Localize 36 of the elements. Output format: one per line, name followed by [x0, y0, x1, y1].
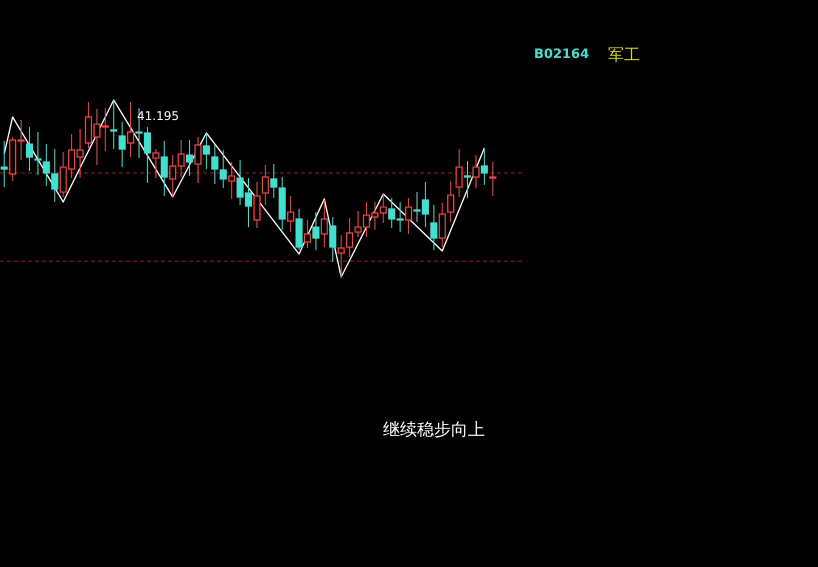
candlestick — [456, 148, 463, 198]
candlestick — [329, 216, 336, 262]
candlestick — [110, 100, 118, 150]
candlestick — [320, 200, 328, 248]
candlestick — [228, 161, 236, 200]
candlestick — [127, 101, 134, 158]
candlestick — [0, 140, 8, 188]
candlestick — [202, 132, 210, 170]
text: B02164 — [534, 47, 590, 62]
candlestick — [472, 154, 480, 188]
candlestick — [152, 148, 160, 179]
candlestick — [118, 121, 126, 168]
candlestick — [160, 140, 168, 196]
candlestick — [270, 164, 278, 199]
candlestick — [42, 144, 50, 187]
candlestick — [447, 180, 454, 222]
candlestick — [186, 140, 194, 176]
candlestick — [464, 160, 472, 199]
candlestick — [430, 204, 438, 250]
candlestick — [34, 132, 42, 176]
candlestick — [262, 164, 269, 206]
candlestick — [338, 234, 345, 278]
candlestick — [211, 144, 218, 185]
candlestick — [51, 148, 58, 202]
candlestick — [287, 195, 294, 233]
candlestick — [346, 218, 354, 258]
candlestick — [26, 126, 34, 172]
candlestick — [304, 220, 312, 248]
candlestick — [312, 212, 320, 250]
candlestick — [220, 149, 227, 188]
candlestick — [405, 198, 412, 234]
candlestick — [194, 136, 202, 184]
text: 军工 — [608, 45, 640, 64]
text: 继续稳步向上 — [383, 420, 485, 440]
candlestick — [480, 147, 488, 186]
candlestick — [489, 161, 496, 196]
